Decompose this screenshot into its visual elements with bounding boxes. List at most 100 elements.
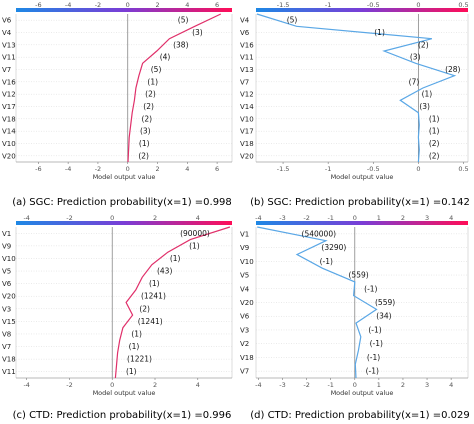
feature-label: V10 [2,255,16,263]
feature-value-label: (5) [287,16,298,25]
feature-value-label: (43) [157,267,172,276]
bottom-tick-label: 4 [185,165,189,173]
feature-label: V11 [2,368,16,376]
feature-label: V7 [2,343,11,351]
feature-label: V6 [240,29,250,37]
bottom-tick-label: 0 [416,165,420,173]
feature-label: V8 [2,330,11,338]
bottom-tick-label: 0 [353,381,357,389]
feature-label: V15 [2,318,16,326]
top-tick-label: -3 [279,214,285,222]
feature-value-label: (-1) [367,353,380,362]
decision-path-b [256,13,457,163]
bottom-tick-label: 4 [196,381,200,389]
top-tick-label: 3 [425,214,429,222]
colorbar-c [16,221,232,225]
top-tick-label: -2 [95,1,101,9]
bottom-tick-label: -2 [66,381,72,389]
bottom-tick-label: 0.5 [458,165,468,173]
feature-value-label: (-1) [364,284,377,293]
feature-label: V20 [240,299,254,307]
panel-d: V1 V9 V10 V5 V4 V20 V6 V3 V2 V18 V7 -4 -4 -3 -3 -2 -2 -1 -… [240,214,470,421]
feature-value-label: (1) [170,254,181,263]
feature-value-label: (3) [192,28,203,37]
top-tick-label: -6 [35,1,41,9]
feature-label: V18 [240,140,254,148]
feature-label: V18 [240,354,254,362]
colorbar-d [256,221,468,225]
top-tick-label: -4 [23,214,29,222]
feature-label: V4 [240,285,250,293]
feature-label: V3 [240,326,249,334]
feature-value-label: (1) [429,127,440,136]
x-axis-label: Model output value [331,389,394,397]
panel-a: V6 V4 V13 V11 V7 V16 V12 V17 V18 V14 V10 V20 -6 -6 -4 -… [2,1,233,208]
feature-value-label: (5) [151,65,162,74]
feature-value-label: (5) [178,16,189,25]
top-tick-label: -2 [66,214,72,222]
bottom-tick-label: 4 [449,381,453,389]
top-tick-label: 1 [377,214,381,222]
feature-value-label: (2) [418,40,429,49]
feature-label: V3 [2,305,11,313]
bottom-tick-label: -4 [23,381,29,389]
feature-label: V20 [2,152,16,160]
feature-label: V4 [2,29,12,37]
feature-label: V5 [2,268,11,276]
feature-value-label: (1221) [127,355,152,364]
feature-label: V4 [240,17,250,25]
bottom-tick-label: -4 [255,381,261,389]
feature-value-label: (2) [143,102,154,111]
feature-value-label: (559) [349,271,369,280]
feature-label: V7 [240,78,249,86]
panel-caption-a: (a) SGC: Prediction probability(x=1) =0.… [12,197,232,208]
feature-value-label: (38) [173,40,188,49]
top-tick-label: 6 [215,1,219,9]
panel-c: V1 V9 V10 V5 V6 V20 V3 V15 V8 V7 V18 V11 -4 -4 -2 -2 0 0 2… [2,214,233,421]
bottom-tick-label: 2 [153,381,157,389]
feature-label: V11 [2,54,16,62]
top-tick-label: -4 [65,1,71,9]
top-tick-label: 0 [416,1,420,9]
feature-value-label: (-1) [370,339,383,348]
x-axis-label: Model output value [331,173,394,181]
feature-value-label: (1) [126,367,137,376]
feature-value-label: (3) [419,102,430,111]
top-tick-label: 0 [353,214,357,222]
colorbar-a [16,8,232,12]
panel-caption-b: (b) SGC: Prediction probability(x=1) =0.… [250,197,470,208]
top-tick-label: -4 [255,214,261,222]
feature-label: V10 [240,258,254,266]
feature-value-label: (3) [410,53,421,62]
feature-label: V13 [2,41,16,49]
top-tick-label: 0 [110,214,114,222]
feature-value-label: (1) [129,342,140,351]
top-tick-label: 2 [153,214,157,222]
feature-label: V12 [240,91,254,99]
decision-path-d [257,226,378,379]
feature-label: V18 [2,115,16,123]
feature-value-label: (2) [429,139,440,148]
top-tick-label: -0.5 [367,1,380,9]
panel-caption-d: (d) CTD: Prediction probability(x=1) =0.… [250,410,470,421]
feature-label: V6 [240,313,250,321]
feature-label: V11 [240,54,254,62]
feature-value-label: (1) [149,279,160,288]
feature-label: V9 [2,242,11,250]
feature-label: V10 [2,140,16,148]
feature-label: V18 [2,356,16,364]
feature-label: V16 [240,41,254,49]
feature-label: V7 [2,66,11,74]
top-tick-label: 2 [401,214,405,222]
top-tick-label: 4 [185,1,189,9]
bottom-tick-label: -3 [279,381,285,389]
x-axis-label: Model output value [93,173,156,181]
feature-label: V17 [240,128,254,136]
bottom-tick-label: 0 [126,165,130,173]
feature-value-label: (-1) [368,325,381,334]
bottom-tick-label: -2 [303,381,309,389]
feature-label: V6 [2,17,12,25]
feature-value-label: (2) [139,304,150,313]
feature-value-label: (559) [375,298,395,307]
